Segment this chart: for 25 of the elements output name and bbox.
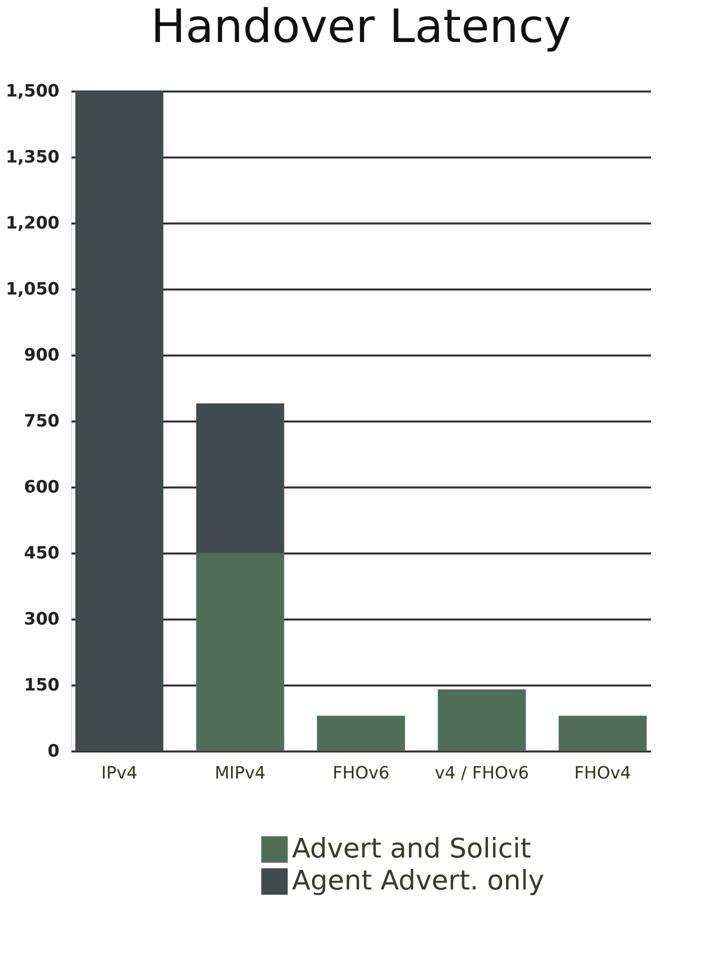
y-tick-label: 750	[24, 412, 60, 432]
x-tick-label: MIPv4	[214, 764, 266, 784]
y-tick-label: 450	[24, 544, 60, 564]
bar	[558, 716, 647, 751]
x-tick-label: FHOv6	[332, 764, 390, 784]
x-tick-label: v4 / FHOv6	[434, 764, 529, 784]
y-tick-label: 300	[24, 610, 60, 630]
chart-title: Handover Latency	[150, 0, 572, 53]
y-tick-label: 600	[24, 478, 60, 498]
y-tick-label: 1,500	[6, 82, 60, 102]
y-tick-label: 0	[48, 742, 60, 762]
legend-label: Advert and Solicit	[292, 834, 531, 864]
x-tick-label: FHOv4	[574, 764, 632, 784]
bar	[196, 403, 284, 553]
y-tick-label: 1,200	[6, 214, 60, 234]
legend-label: Agent Advert. only	[292, 866, 544, 896]
x-tick-label: IPv4	[101, 764, 138, 784]
y-tick-label: 1,350	[6, 148, 60, 168]
bar	[196, 553, 284, 751]
bar	[438, 689, 526, 751]
bar	[75, 91, 164, 751]
y-tick-label: 900	[24, 346, 60, 366]
y-tick-label: 150	[24, 676, 60, 696]
bar	[317, 716, 405, 751]
y-tick-label: 1,050	[6, 280, 60, 300]
